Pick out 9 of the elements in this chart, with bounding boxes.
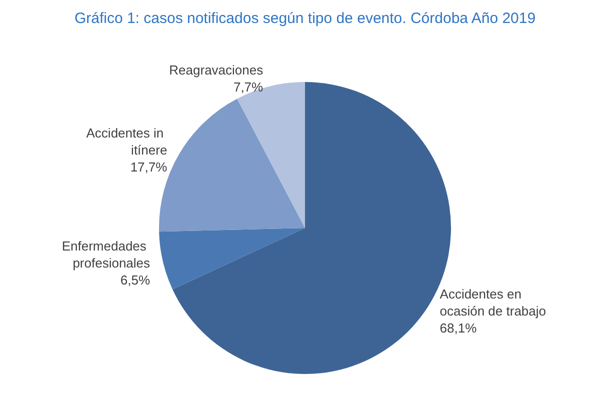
slice-label: Accidentes en ocasión de trabajo [440, 286, 546, 318]
chart-title: Gráfico 1: casos notificados según tipo de evento. Córdoba Año 2019 [74, 10, 536, 27]
data-label: 17,7% [130, 160, 168, 175]
data-label: 68,1% [440, 320, 478, 336]
data-label: 7,7% [233, 79, 264, 94]
slice-label: Reagravaciones [169, 62, 264, 78]
slice-label: Accidentes in itínere [86, 126, 168, 158]
slice-label: Enfermedades profesionales [62, 238, 151, 271]
data-label: 6,5% [120, 272, 150, 288]
